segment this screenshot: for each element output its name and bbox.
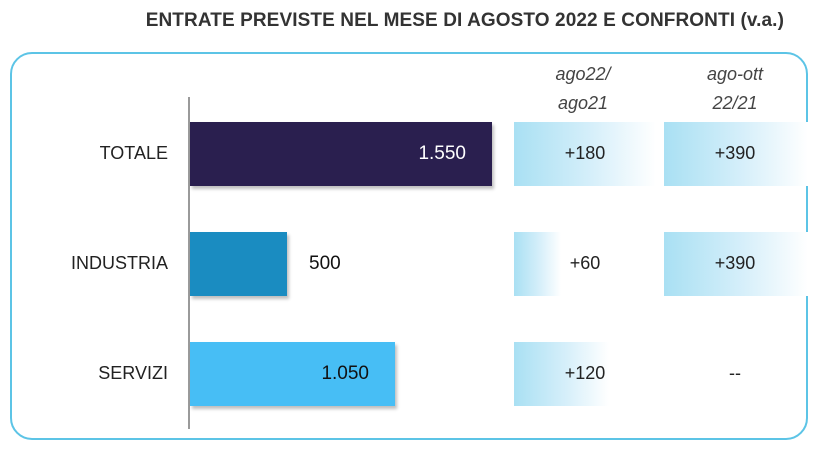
delta-value-label: -- bbox=[729, 363, 741, 383]
column-header-line: ago-ott bbox=[706, 64, 764, 84]
delta-value-label: +390 bbox=[714, 253, 756, 273]
delta-bar bbox=[514, 122, 656, 186]
delta-bar bbox=[514, 342, 609, 406]
category-label: SERVIZI bbox=[98, 363, 168, 383]
bar-value-label: 500 bbox=[309, 253, 341, 274]
chart-title: ENTRATE PREVISTE NEL MESE DI AGOSTO 2022… bbox=[145, 10, 784, 31]
bar-value-label: 1.550 bbox=[418, 143, 466, 164]
column-header-ago22-ago21: ago22/ ago21 bbox=[508, 60, 658, 118]
delta-bar bbox=[664, 232, 808, 296]
column-header-line: ago21 bbox=[557, 93, 609, 113]
bar-industria bbox=[190, 232, 287, 296]
category-label: TOTALE bbox=[99, 143, 168, 163]
delta-bar bbox=[514, 232, 561, 296]
y-axis-line bbox=[188, 97, 190, 429]
delta-value-label: +120 bbox=[564, 363, 606, 383]
column-header-ago-ott: ago-ott 22/21 bbox=[660, 60, 810, 118]
bar-servizi bbox=[190, 342, 395, 406]
delta-bar bbox=[664, 122, 808, 186]
delta-value-label: +390 bbox=[714, 143, 756, 163]
bar-totale bbox=[190, 122, 492, 186]
bar-value-label: 1.050 bbox=[321, 363, 369, 384]
column-header-line: ago22/ bbox=[555, 64, 611, 84]
delta-value-label: +180 bbox=[564, 143, 606, 163]
category-label: INDUSTRIA bbox=[70, 253, 168, 273]
delta-value-label: +60 bbox=[569, 253, 601, 273]
column-header-line: 22/21 bbox=[712, 93, 758, 113]
